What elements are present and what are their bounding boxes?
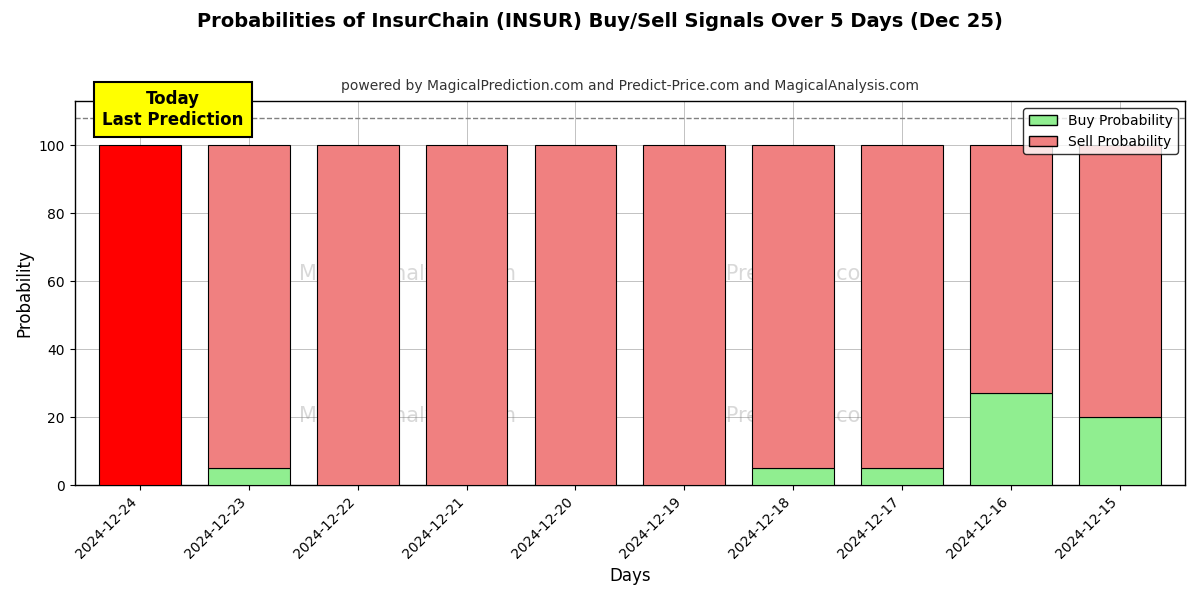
Y-axis label: Probability: Probability — [16, 249, 34, 337]
Bar — [534, 145, 617, 485]
Bar — [426, 145, 508, 485]
Bar — [643, 145, 725, 485]
Bar — [752, 468, 834, 485]
Bar — [862, 145, 943, 468]
Text: Today
Last Prediction: Today Last Prediction — [102, 90, 244, 129]
Bar — [970, 394, 1051, 485]
Title: powered by MagicalPrediction.com and Predict-Price.com and MagicalAnalysis.com: powered by MagicalPrediction.com and Pre… — [341, 79, 919, 93]
Bar — [208, 145, 289, 468]
Bar — [317, 145, 398, 485]
Bar — [100, 145, 181, 485]
Text: MagicalPrediction.com: MagicalPrediction.com — [646, 406, 881, 426]
Bar — [1079, 417, 1160, 485]
Legend: Buy Probability, Sell Probability: Buy Probability, Sell Probability — [1024, 108, 1178, 154]
Bar — [862, 468, 943, 485]
Bar — [208, 468, 289, 485]
Bar — [970, 145, 1051, 394]
Text: MagicalPrediction.com: MagicalPrediction.com — [646, 264, 881, 284]
Text: Probabilities of InsurChain (INSUR) Buy/Sell Signals Over 5 Days (Dec 25): Probabilities of InsurChain (INSUR) Buy/… — [197, 12, 1003, 31]
Bar — [752, 145, 834, 468]
X-axis label: Days: Days — [610, 567, 650, 585]
Text: MagicalAnalysis.com: MagicalAnalysis.com — [299, 264, 516, 284]
Text: MagicalAnalysis.com: MagicalAnalysis.com — [299, 406, 516, 426]
Bar — [1079, 145, 1160, 417]
